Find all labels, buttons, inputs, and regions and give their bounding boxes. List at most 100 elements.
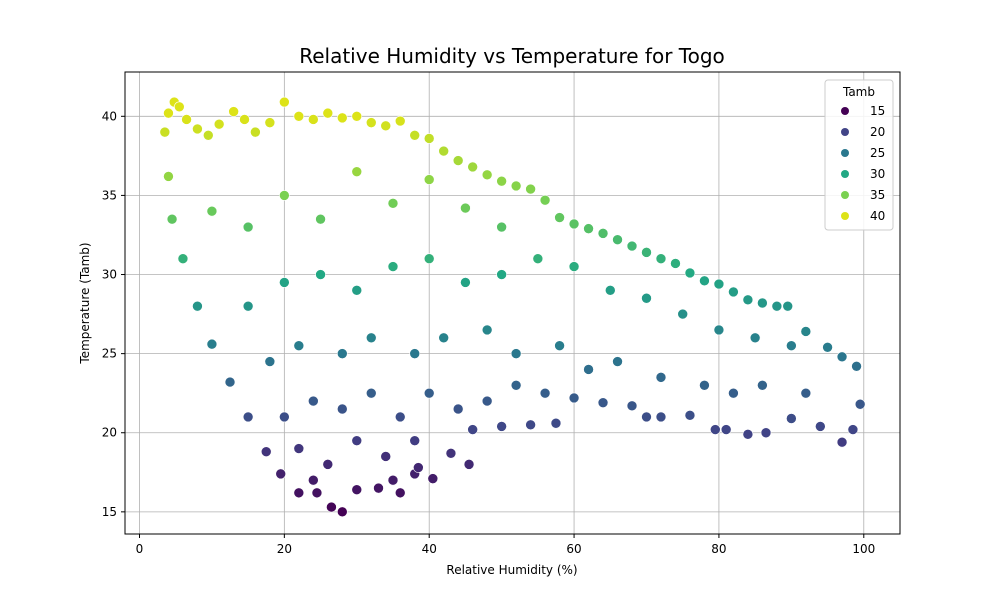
legend-marker [841,128,849,136]
scatter-point [322,107,334,119]
scatter-point [192,300,203,312]
scatter-point [670,258,681,269]
scatter-point [336,506,348,518]
x-tick-label: 80 [711,542,726,556]
scatter-point [467,161,478,173]
scatter-point [166,213,178,225]
scatter-point [413,462,424,473]
scatter-point [771,300,783,312]
scatter-point [677,308,689,320]
legend-marker [841,191,849,199]
scatter-point [749,332,761,344]
scatter-point [202,129,214,141]
y-tick-label: 20 [102,426,117,440]
scatter-point [322,459,334,470]
scatter-point [242,300,254,312]
scatter-point [351,435,363,446]
x-tick-label: 20 [277,542,292,556]
scatter-point [242,411,254,423]
scatter-point [224,376,236,388]
legend-label: 25 [870,146,885,160]
scatter-point [423,174,435,185]
scatter-point [496,221,507,233]
chart-title: Relative Humidity vs Temperature for Tog… [299,44,725,68]
scatter-point [641,292,652,304]
legend-marker [841,170,849,178]
scatter-point [583,223,594,234]
scatter-point [174,101,185,113]
scatter-point [532,253,544,264]
scatter-point [163,107,174,119]
scatter-point [496,421,507,432]
scatter-point [293,340,305,352]
scatter-point [815,421,826,432]
scatter-point [163,171,174,182]
x-tick-label: 40 [422,542,437,556]
scatter-point [481,169,493,181]
scatter-point [177,253,189,264]
legend-marker [841,107,849,115]
y-axis-label: Temperature (Tamb) [78,242,92,364]
legend-label: 20 [870,125,885,139]
scatter-point [597,397,609,408]
scatter-point [641,247,652,258]
scatter-point [757,297,768,309]
legend-label: 15 [870,104,885,118]
scatter-point [206,205,218,217]
scatter-point [387,198,399,209]
legend-title: Tamb [842,85,875,99]
scatter-point [336,403,348,415]
scatter-point [782,300,794,312]
scatter-point [467,424,478,435]
scatter-point [394,487,406,499]
scatter-point [568,218,580,230]
scatter-point [626,240,638,252]
scatter-point [539,194,551,206]
scatter-point [239,114,250,125]
scatter-point [445,448,457,459]
x-axis-label: Relative Humidity (%) [446,563,577,577]
scatter-point [409,348,421,359]
scatter-point [496,269,507,280]
scatter-point [308,474,319,486]
scatter-point [626,400,638,412]
scatter-point [279,190,290,201]
scatter-points [159,96,866,518]
scatter-point [481,395,493,407]
scatter-point [786,340,797,352]
scatter-point [438,332,449,344]
scatter-point [786,413,797,424]
scatter-point [308,395,319,407]
scatter-point [228,106,239,117]
scatter-point [159,126,171,138]
scatter-point [525,183,536,195]
scatter-point [604,285,616,296]
scatter-point [279,96,290,108]
scatter-point [554,340,565,352]
scatter-point [365,387,377,399]
scatter-point [293,487,305,499]
scatter-point [684,410,696,421]
scatter-point [264,356,276,367]
scatter-point [293,111,305,122]
scatter-point [279,411,290,423]
scatter-point [311,487,323,499]
scatter-point [460,202,471,214]
scatter-point [742,294,754,306]
y-tick-label: 30 [102,268,117,282]
legend-label: 40 [870,209,885,223]
legend-entries: 15 20 25 30 35 40 [841,104,885,223]
scatter-point [742,429,754,440]
scatter-point [655,253,667,264]
scatter-point [279,277,290,288]
scatter-point [757,379,768,391]
scatter-point [394,115,406,127]
scatter-point [463,459,475,470]
scatter-point [713,324,725,336]
x-tick-label: 0 [136,542,144,556]
scatter-point [308,114,319,125]
scatter-point [275,468,287,480]
y-tick-label: 35 [102,188,117,202]
